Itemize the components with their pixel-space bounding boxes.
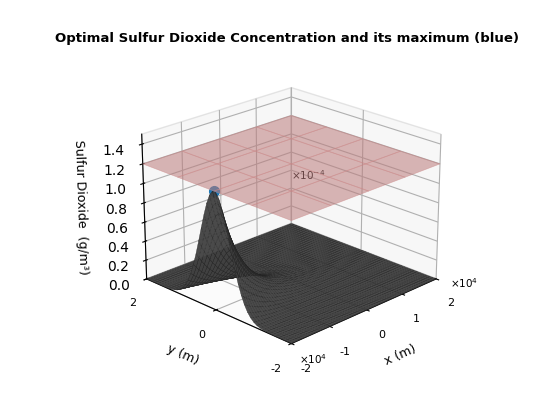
Title: Optimal Sulfur Dioxide Concentration and its maximum (blue): Optimal Sulfur Dioxide Concentration and…: [55, 32, 519, 45]
X-axis label: x (m): x (m): [382, 342, 418, 368]
Y-axis label: y (m): y (m): [165, 342, 200, 368]
